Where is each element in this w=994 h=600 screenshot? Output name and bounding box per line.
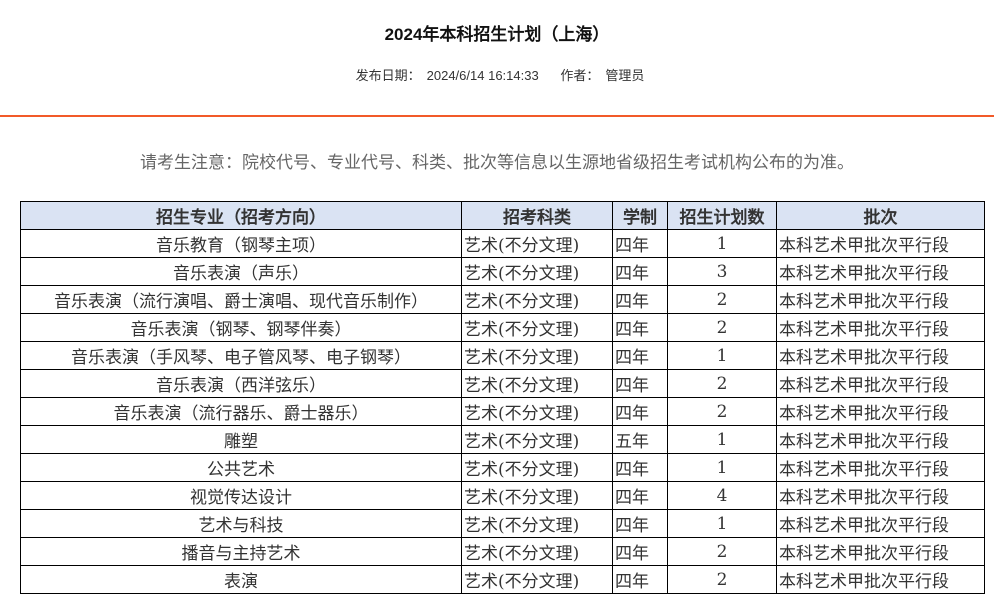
table-row: 音乐教育（钢琴主项） 艺术(不分文理) 四年 1 本科艺术甲批次平行段	[20, 229, 985, 258]
cell-subject-category: 艺术(不分文理)	[461, 565, 613, 594]
page-title: 2024年本科招生计划（上海）	[384, 25, 610, 44]
cell-major: 播音与主持艺术	[20, 537, 462, 566]
table-row: 音乐表演（流行演唱、爵士演唱、现代音乐制作） 艺术(不分文理) 四年 2 本科艺术甲批次…	[20, 285, 985, 314]
cell-batch: 本科艺术甲批次平行段	[776, 313, 985, 342]
cell-plan-count: 2	[667, 397, 777, 426]
cell-batch: 本科艺术甲批次平行段	[776, 481, 985, 510]
cell-plan-count: 1	[667, 341, 777, 370]
cell-plan-count: 4	[667, 481, 777, 510]
cell-major: 艺术与科技	[20, 509, 462, 538]
table-row: 雕塑 艺术(不分文理) 五年 1 本科艺术甲批次平行段	[20, 425, 985, 454]
notice-text: 请考生注意：院校代号、专业代号、科类、批次等信息以生源地省级招生考试机构公布的为…	[140, 153, 854, 173]
cell-duration: 四年	[612, 537, 668, 566]
cell-subject-category: 艺术(不分文理)	[461, 257, 613, 286]
table-row: 视觉传达设计 艺术(不分文理) 四年 4 本科艺术甲批次平行段	[20, 481, 985, 510]
cell-major: 雕塑	[20, 425, 462, 454]
cell-batch: 本科艺术甲批次平行段	[776, 537, 985, 566]
cell-batch: 本科艺术甲批次平行段	[776, 285, 985, 314]
cell-batch: 本科艺术甲批次平行段	[776, 257, 985, 286]
enrollment-plan-table: 招生专业（招考方向） 招考科类 学制 招生计划数 批次 音乐教育（钢琴主项） 艺术(不分文…	[20, 201, 985, 594]
cell-duration: 四年	[612, 341, 668, 370]
cell-batch: 本科艺术甲批次平行段	[776, 565, 985, 594]
cell-duration: 四年	[612, 453, 668, 482]
author-label: 作者：	[560, 68, 600, 83]
table-row: 音乐表演（流行器乐、爵士器乐） 艺术(不分文理) 四年 2 本科艺术甲批次平行段	[20, 397, 985, 426]
cell-batch: 本科艺术甲批次平行段	[776, 425, 985, 454]
cell-batch: 本科艺术甲批次平行段	[776, 369, 985, 398]
table-row: 音乐表演（钢琴、钢琴伴奏） 艺术(不分文理) 四年 2 本科艺术甲批次平行段	[20, 313, 985, 342]
cell-major: 音乐表演（流行器乐、爵士器乐）	[20, 397, 462, 426]
cell-subject-category: 艺术(不分文理)	[461, 509, 613, 538]
cell-duration: 四年	[612, 565, 668, 594]
cell-duration: 四年	[612, 229, 668, 258]
table-row: 公共艺术 艺术(不分文理) 四年 1 本科艺术甲批次平行段	[20, 453, 985, 482]
table-header-row: 招生专业（招考方向） 招考科类 学制 招生计划数 批次	[20, 201, 985, 230]
cell-duration: 四年	[612, 509, 668, 538]
cell-batch: 本科艺术甲批次平行段	[776, 509, 985, 538]
cell-subject-category: 艺术(不分文理)	[461, 453, 613, 482]
cell-subject-category: 艺术(不分文理)	[461, 397, 613, 426]
table-row: 音乐表演（西洋弦乐） 艺术(不分文理) 四年 2 本科艺术甲批次平行段	[20, 369, 985, 398]
column-header-plan-count: 招生计划数	[667, 201, 777, 230]
cell-subject-category: 艺术(不分文理)	[461, 285, 613, 314]
column-header-major: 招生专业（招考方向）	[20, 201, 462, 230]
publish-date-label: 发布日期：	[355, 68, 421, 83]
cell-duration: 四年	[612, 313, 668, 342]
cell-major: 表演	[20, 565, 462, 594]
divider	[0, 115, 994, 117]
cell-plan-count: 1	[667, 453, 777, 482]
cell-subject-category: 艺术(不分文理)	[461, 537, 613, 566]
cell-subject-category: 艺术(不分文理)	[461, 481, 613, 510]
cell-batch: 本科艺术甲批次平行段	[776, 453, 985, 482]
author: 管理员	[605, 68, 645, 83]
table-row: 音乐表演（声乐） 艺术(不分文理) 四年 3 本科艺术甲批次平行段	[20, 257, 985, 286]
cell-subject-category: 艺术(不分文理)	[461, 425, 613, 454]
cell-subject-category: 艺术(不分文理)	[461, 341, 613, 370]
cell-batch: 本科艺术甲批次平行段	[776, 229, 985, 258]
cell-batch: 本科艺术甲批次平行段	[776, 341, 985, 370]
column-header-duration: 学制	[612, 201, 668, 230]
cell-major: 音乐教育（钢琴主项）	[20, 229, 462, 258]
table-row: 表演 艺术(不分文理) 四年 2 本科艺术甲批次平行段	[20, 565, 985, 594]
cell-duration: 五年	[612, 425, 668, 454]
cell-plan-count: 1	[667, 229, 777, 258]
cell-batch: 本科艺术甲批次平行段	[776, 397, 985, 426]
cell-plan-count: 2	[667, 565, 777, 594]
cell-major: 公共艺术	[20, 453, 462, 482]
cell-major: 音乐表演（手风琴、电子管风琴、电子钢琴）	[20, 341, 462, 370]
cell-subject-category: 艺术(不分文理)	[461, 369, 613, 398]
cell-major: 音乐表演（流行演唱、爵士演唱、现代音乐制作）	[20, 285, 462, 314]
cell-subject-category: 艺术(不分文理)	[461, 313, 613, 342]
cell-subject-category: 艺术(不分文理)	[461, 229, 613, 258]
cell-duration: 四年	[612, 481, 668, 510]
column-header-subject-category: 招考科类	[461, 201, 613, 230]
cell-major: 音乐表演（声乐）	[20, 257, 462, 286]
cell-duration: 四年	[612, 285, 668, 314]
cell-plan-count: 1	[667, 425, 777, 454]
article-meta: 发布日期： 2024/6/14 16:14:33 作者： 管理员	[0, 65, 994, 84]
cell-major: 音乐表演（钢琴、钢琴伴奏）	[20, 313, 462, 342]
cell-plan-count: 1	[667, 509, 777, 538]
table-row: 艺术与科技 艺术(不分文理) 四年 1 本科艺术甲批次平行段	[20, 509, 985, 538]
cell-plan-count: 2	[667, 285, 777, 314]
cell-duration: 四年	[612, 397, 668, 426]
publish-date: 2024/6/14 16:14:33	[426, 68, 539, 83]
cell-plan-count: 2	[667, 537, 777, 566]
column-header-batch: 批次	[776, 201, 985, 230]
cell-plan-count: 2	[667, 313, 777, 342]
table-row: 音乐表演（手风琴、电子管风琴、电子钢琴） 艺术(不分文理) 四年 1 本科艺术甲批次平行…	[20, 341, 985, 370]
cell-duration: 四年	[612, 257, 668, 286]
cell-plan-count: 3	[667, 257, 777, 286]
cell-major: 视觉传达设计	[20, 481, 462, 510]
cell-plan-count: 2	[667, 369, 777, 398]
table-row: 播音与主持艺术 艺术(不分文理) 四年 2 本科艺术甲批次平行段	[20, 537, 985, 566]
cell-major: 音乐表演（西洋弦乐）	[20, 369, 462, 398]
cell-duration: 四年	[612, 369, 668, 398]
